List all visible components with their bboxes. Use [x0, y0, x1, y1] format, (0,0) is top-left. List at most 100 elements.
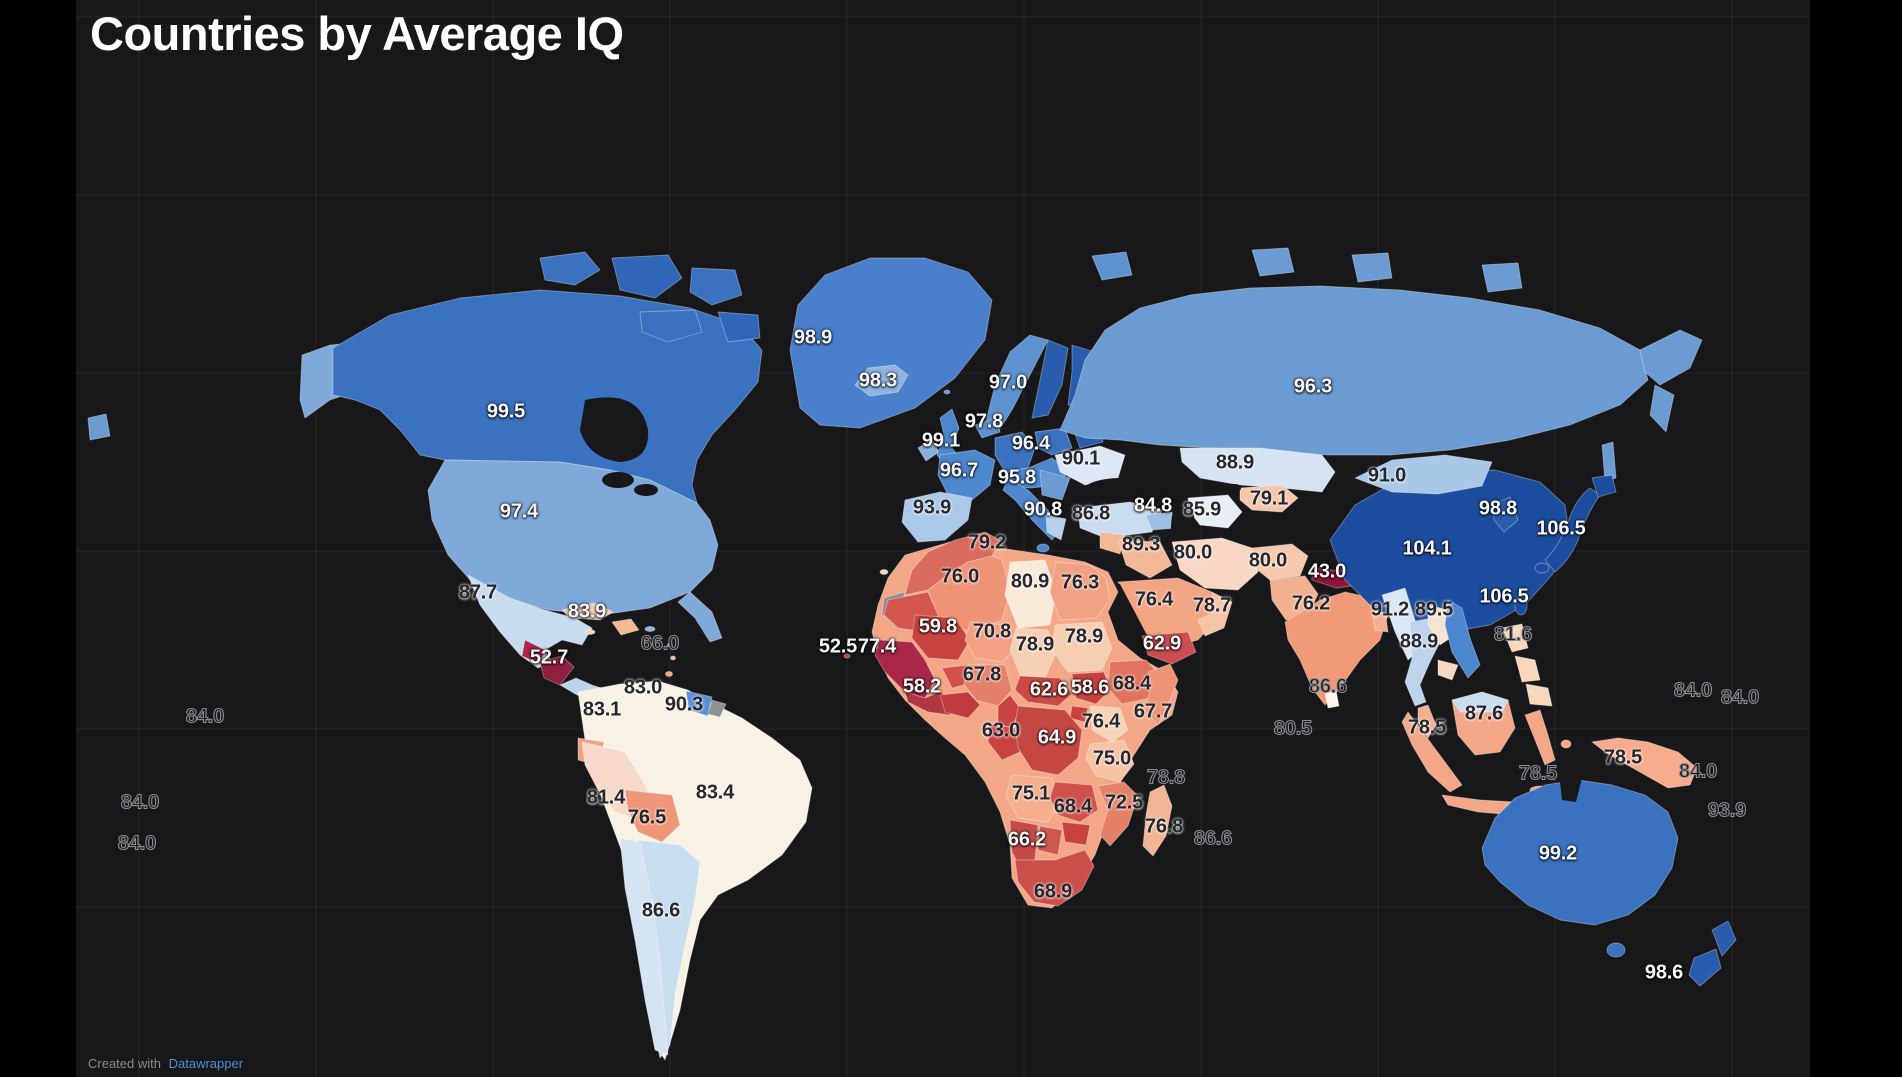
country-taiwan — [1514, 596, 1528, 616]
black-sea — [1082, 478, 1158, 506]
country-madagascar — [1142, 784, 1173, 857]
island-arctic-russia — [1251, 247, 1295, 277]
country-botswana — [1037, 825, 1063, 856]
borneo-malaysia-strip — [1451, 691, 1509, 713]
country-france — [937, 449, 996, 501]
island-trinidad — [665, 671, 673, 677]
island-sulawesi — [1524, 709, 1556, 766]
country-niger — [964, 621, 1017, 663]
country-nicaragua — [539, 655, 575, 686]
island-philippines — [1525, 683, 1553, 707]
country-drc — [1014, 705, 1083, 776]
island-tasmania — [1606, 942, 1626, 958]
country-mozambique — [1097, 781, 1139, 847]
island-philippines — [1501, 623, 1529, 653]
country-mali — [911, 614, 971, 661]
australia-gulf-notch — [1560, 778, 1582, 802]
credit-text: Created with — [88, 1056, 161, 1071]
usa-florida — [677, 591, 723, 643]
island-sicily — [1036, 543, 1050, 553]
russia-sakhalin — [1601, 441, 1617, 483]
island-canary — [879, 569, 889, 575]
country-cameroon — [997, 694, 1021, 729]
country-ivory-ghana — [939, 691, 981, 719]
country-south-sudan — [1071, 671, 1111, 705]
country-canada — [332, 289, 763, 504]
country-uganda — [1069, 705, 1089, 723]
hudson-bay — [580, 397, 649, 462]
country-kenya — [1089, 705, 1129, 743]
island-faroe — [943, 389, 951, 395]
country-gabon-congo — [987, 723, 1021, 761]
russia-chukotka — [1639, 329, 1703, 386]
country-usa — [427, 459, 719, 616]
country-sweden — [1031, 339, 1069, 419]
aral-sea — [1229, 484, 1241, 492]
country-italy — [1002, 477, 1061, 541]
country-denmark — [974, 417, 1001, 439]
country-car — [1014, 675, 1073, 707]
country-iceland — [854, 364, 909, 397]
country-ukraine — [1054, 445, 1126, 486]
arctic-island — [539, 251, 601, 286]
russia-kamchatka — [1649, 384, 1675, 433]
country-vietnam — [1444, 599, 1481, 679]
country-japan-kyushu — [1534, 562, 1550, 574]
country-south-africa — [1014, 849, 1095, 907]
country-mexico — [467, 574, 593, 669]
russia-bering-sliver — [87, 413, 111, 441]
country-chile — [619, 837, 669, 1056]
great-lakes — [602, 472, 634, 488]
country-zimbabwe — [1061, 821, 1091, 846]
country-iran — [1171, 537, 1259, 591]
country-cambodia — [1437, 659, 1459, 681]
country-afghanistan — [1251, 543, 1309, 581]
country-iberia — [901, 491, 973, 543]
country-libya — [1004, 559, 1057, 629]
country-japan-hokkaido — [1591, 474, 1617, 498]
arctic-island — [639, 309, 703, 343]
country-kazakhstan — [1179, 447, 1336, 493]
island-sumatra — [1401, 711, 1463, 793]
country-bolivia — [624, 789, 681, 843]
country-guatemala — [521, 639, 546, 665]
country-angola — [1005, 774, 1059, 823]
country-hispaniola — [611, 618, 640, 636]
island-arctic-russia — [1351, 252, 1393, 283]
lesser-antilles — [667, 642, 673, 648]
great-lakes — [634, 484, 658, 496]
country-sudan — [1051, 621, 1113, 673]
country-greenland — [789, 257, 993, 429]
country-mongolia — [1354, 454, 1493, 495]
country-greece — [1045, 514, 1067, 541]
island-philippines — [1514, 655, 1541, 683]
island-arctic-russia — [1481, 262, 1523, 293]
arctic-island — [611, 254, 683, 299]
arctic-island — [689, 267, 743, 306]
country-syria-levant — [1099, 531, 1126, 555]
country-india — [1284, 591, 1389, 706]
island-puerto-rico — [644, 626, 656, 632]
country-poland — [1034, 427, 1073, 456]
island-new-guinea — [1591, 737, 1698, 789]
country-cuba — [561, 602, 614, 621]
attribution: Created with Datawrapper — [88, 1056, 243, 1071]
country-morocco — [904, 531, 1001, 596]
country-iraq — [1117, 539, 1173, 579]
country-somalia — [1144, 663, 1179, 726]
country-turkey — [1077, 501, 1163, 539]
country-uzbekistan — [1239, 484, 1299, 513]
country-oman-uae — [1197, 591, 1233, 637]
country-new-zealand-south — [1688, 948, 1722, 987]
arctic-island — [717, 311, 761, 343]
datawrapper-link[interactable]: Datawrapper — [168, 1056, 244, 1071]
island-jamaica — [584, 629, 596, 635]
chart-title: Countries by Average IQ — [90, 7, 624, 60]
country-tanzania — [1085, 739, 1135, 783]
country-malay-peninsula — [1417, 704, 1437, 739]
country-balkans — [1039, 469, 1071, 501]
country-guyana — [685, 690, 713, 717]
island-svalbard — [1091, 251, 1133, 281]
territory-french-guiana — [707, 699, 727, 718]
